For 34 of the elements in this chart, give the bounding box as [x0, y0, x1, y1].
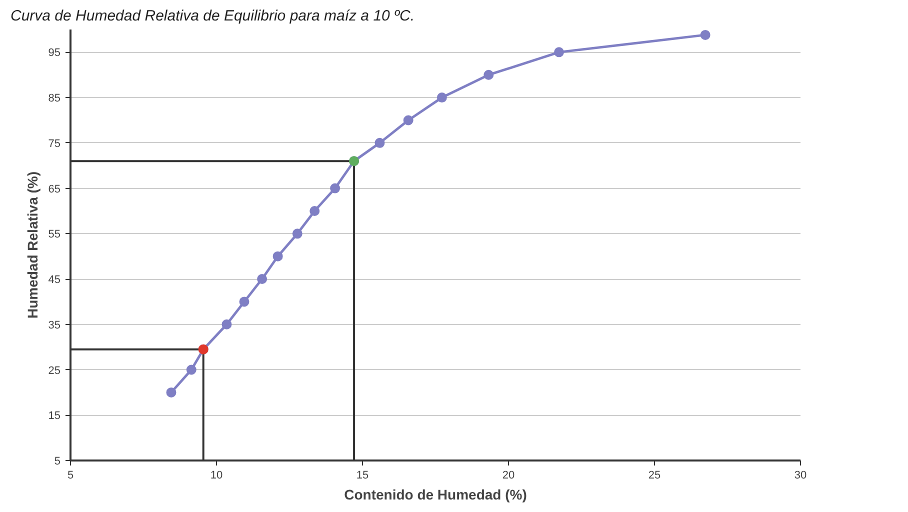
y-tick-label: 55 [48, 228, 61, 241]
chart-title: Curva de Humedad Relativa de Equilibrio para maíz a 10 ºC. [10, 8, 415, 24]
x-tick-label: 15 [356, 470, 369, 482]
point [186, 364, 196, 375]
y-tick-label: 95 [48, 47, 61, 60]
y-tick-label: 65 [48, 183, 61, 196]
point [374, 138, 385, 148]
x-tick-label: 20 [502, 470, 515, 482]
point [484, 70, 494, 80]
y-tick-label: 35 [48, 319, 61, 332]
point [554, 47, 564, 58]
point [292, 228, 302, 239]
point [310, 206, 320, 216]
y-tick-label: 25 [48, 364, 61, 377]
x-tick-label: 5 [67, 470, 74, 482]
y-tick-label: 15 [48, 410, 61, 422]
point [166, 387, 176, 398]
point [239, 296, 250, 307]
point [330, 183, 340, 194]
y-axis-title: Humedad Relativa (%) [24, 171, 40, 319]
point [257, 274, 268, 284]
y-tick-label: 75 [48, 138, 61, 150]
point [222, 319, 232, 330]
y-tick-label: 45 [48, 274, 61, 286]
point [272, 251, 283, 262]
y-tick-label: 85 [48, 92, 61, 105]
point [700, 30, 710, 40]
x-tick-label: 30 [794, 470, 807, 482]
x-axis-title: Contenido de Humedad (%) [344, 486, 527, 502]
x-tick-label: 10 [210, 470, 223, 482]
point [403, 115, 414, 126]
point [436, 92, 447, 103]
x-tick-label: 25 [648, 470, 661, 482]
y-tick-label: 5 [54, 456, 61, 468]
